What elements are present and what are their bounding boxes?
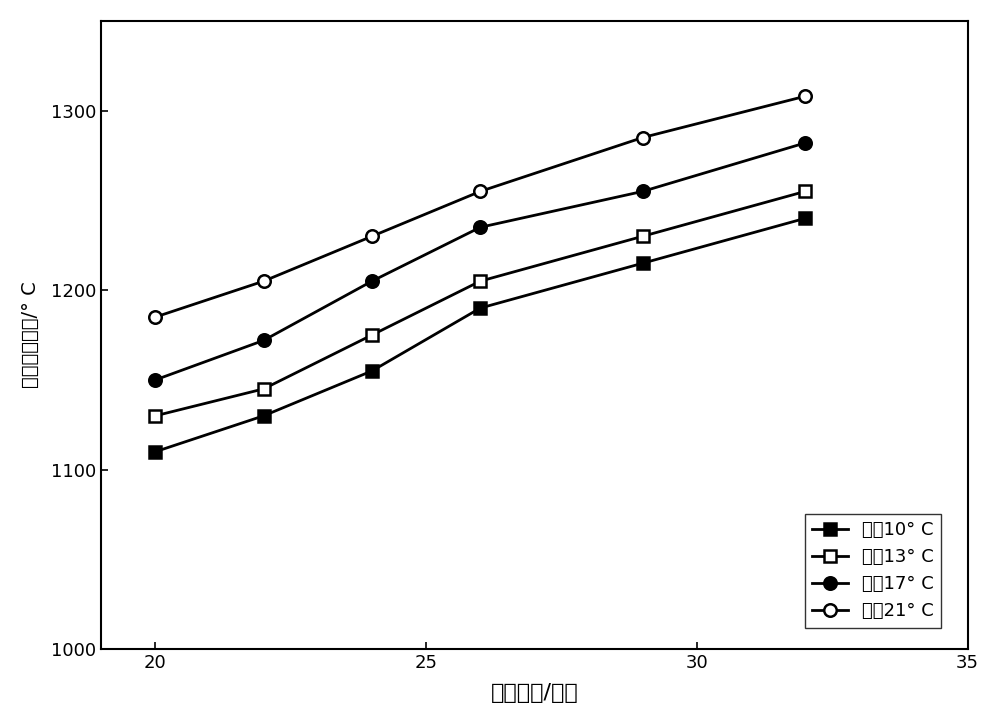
水温21° C [637, 133, 649, 142]
水温10° C [474, 304, 486, 313]
水温21° C [474, 187, 486, 195]
X-axis label: 铜套厚度/毫米: 铜套厚度/毫米 [491, 683, 578, 703]
Line: 水温13° C: 水温13° C [149, 185, 811, 422]
Line: 水温10° C: 水温10° C [149, 212, 811, 458]
水温21° C [149, 313, 161, 321]
水温21° C [799, 92, 811, 101]
Y-axis label: 最低浇铸温度/° C: 最低浇铸温度/° C [21, 282, 40, 388]
Legend: 水温10° C, 水温13° C, 水温17° C, 水温21° C: 水温10° C, 水温13° C, 水温17° C, 水温21° C [805, 514, 941, 628]
水温17° C [149, 376, 161, 384]
Line: 水温21° C: 水温21° C [149, 90, 811, 324]
水温10° C [149, 447, 161, 456]
水温10° C [637, 259, 649, 268]
水温10° C [258, 411, 270, 420]
水温13° C [366, 331, 378, 340]
水温21° C [258, 277, 270, 285]
水温10° C [799, 214, 811, 223]
水温17° C [366, 277, 378, 285]
水温13° C [149, 411, 161, 420]
水温21° C [366, 232, 378, 240]
水温17° C [258, 336, 270, 345]
水温17° C [637, 187, 649, 195]
水温13° C [258, 384, 270, 393]
水温10° C [366, 366, 378, 375]
Line: 水温17° C: 水温17° C [149, 137, 811, 386]
水温17° C [799, 138, 811, 147]
水温13° C [799, 187, 811, 195]
水温13° C [637, 232, 649, 240]
水温13° C [474, 277, 486, 285]
水温17° C [474, 223, 486, 232]
